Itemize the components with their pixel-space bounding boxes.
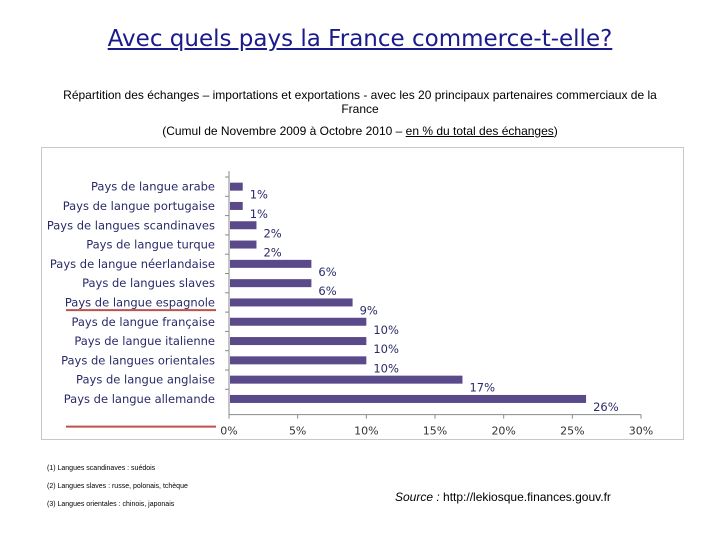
- x-tick-label: 0%: [220, 425, 237, 438]
- category-label: Pays de langue turque: [86, 238, 215, 252]
- bar: [230, 317, 367, 326]
- bar: [230, 337, 367, 346]
- period-prefix: (Cumul de Novembre 2009 à Octobre 2010 –: [162, 124, 406, 138]
- data-label: 10%: [373, 323, 399, 337]
- footnotes: (1) Langues scandinaves : suédois (2) La…: [47, 463, 188, 517]
- category-label: Pays de langue espagnole: [65, 295, 215, 309]
- period-suffix: ): [553, 124, 558, 138]
- category-label: Pays de langue anglaise: [76, 373, 215, 387]
- category-label: Pays de langue néerlandaise: [50, 257, 215, 271]
- data-label: 1%: [250, 188, 268, 202]
- category-label: Pays de langue arabe: [91, 180, 215, 194]
- category-label: Pays de langues slaves: [82, 276, 215, 290]
- data-label: 2%: [263, 226, 281, 240]
- footnote-2: (2) Langues slaves : russe, polonais, tc…: [47, 483, 188, 490]
- source-label: Source :: [395, 490, 444, 504]
- bar: [230, 375, 463, 384]
- source-url: http://lekiosque.finances.gouv.fr: [443, 490, 611, 504]
- bar: [230, 182, 243, 191]
- period-unit: en % du total des échanges: [405, 124, 554, 138]
- bar-chart: 0% 5% 10% 15% 20% 25% 30% Pays de langue arabe 1…: [47, 171, 653, 438]
- category-label: Pays de langue portugaise: [63, 199, 215, 213]
- x-tick-label: 5%: [289, 425, 306, 438]
- data-label: 10%: [373, 361, 399, 375]
- data-label: 10%: [373, 342, 399, 356]
- footnote-3: (3) Langues orientales : chinois, japona…: [47, 501, 175, 508]
- data-label: 26%: [593, 400, 619, 414]
- bar: [230, 298, 353, 307]
- data-label: 6%: [318, 265, 336, 279]
- footnote-1: (1) Langues scandinaves : suédois: [47, 465, 156, 472]
- x-tick-label: 10%: [354, 425, 378, 438]
- bar: [230, 356, 367, 365]
- category-label: Pays de langues scandinaves: [47, 218, 215, 232]
- bar: [230, 201, 243, 210]
- data-label: 17%: [469, 381, 495, 395]
- category-label: Pays de langue allemande: [64, 392, 215, 406]
- bar: [230, 259, 312, 268]
- data-label: 6%: [318, 284, 336, 298]
- category-label: Pays de langue italienne: [74, 334, 215, 348]
- x-tick-label: 25%: [560, 425, 584, 438]
- category-label: Pays de langues orientales: [61, 353, 215, 367]
- bar: [230, 240, 257, 249]
- bar: [230, 221, 257, 230]
- page-title: Avec quels pays la France commerce-t-ell…: [107, 26, 613, 52]
- category-label: Pays de langue française: [71, 315, 215, 329]
- x-tick-label: 30%: [629, 425, 653, 438]
- chart-frame: [41, 147, 684, 440]
- data-label: 9%: [360, 303, 378, 317]
- bar: [230, 279, 312, 288]
- x-tick-label: 20%: [491, 425, 515, 438]
- chart-period: (Cumul de Novembre 2009 à Octobre 2010 –…: [60, 124, 660, 138]
- bar: [230, 394, 587, 403]
- data-label: 2%: [263, 246, 281, 260]
- source-credit: Source : http://lekiosque.finances.gouv.…: [395, 490, 611, 504]
- chart-subtitle: Répartition des échanges – importations …: [63, 88, 657, 116]
- x-tick-label: 15%: [423, 425, 447, 438]
- data-label: 1%: [250, 207, 268, 221]
